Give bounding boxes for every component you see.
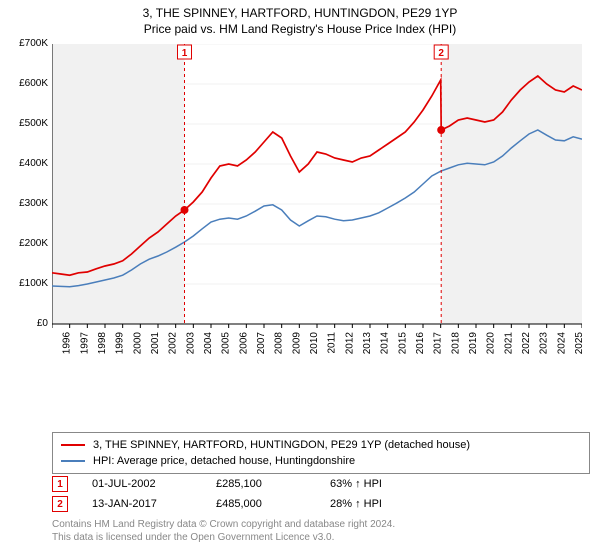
svg-text:2009: 2009 bbox=[291, 332, 302, 355]
svg-text:2006: 2006 bbox=[238, 332, 249, 355]
svg-text:2012: 2012 bbox=[344, 332, 355, 355]
svg-text:1: 1 bbox=[182, 48, 188, 59]
svg-text:2008: 2008 bbox=[274, 332, 285, 355]
svg-text:1997: 1997 bbox=[79, 332, 90, 355]
svg-text:1996: 1996 bbox=[62, 332, 73, 355]
title-subtitle: Price paid vs. HM Land Registry's House … bbox=[0, 22, 600, 36]
marker-badge: 2 bbox=[52, 496, 68, 512]
svg-text:2014: 2014 bbox=[380, 332, 391, 355]
svg-text:2010: 2010 bbox=[309, 332, 320, 355]
chart-title-block: 3, THE SPINNEY, HARTFORD, HUNTINGDON, PE… bbox=[0, 0, 600, 36]
marker-price: £285,100 bbox=[216, 478, 306, 490]
attribution-line2: This data is licensed under the Open Gov… bbox=[52, 531, 395, 544]
svg-text:2013: 2013 bbox=[362, 332, 373, 355]
legend-label: 3, THE SPINNEY, HARTFORD, HUNTINGDON, PE… bbox=[93, 437, 470, 453]
legend-label: HPI: Average price, detached house, Hunt… bbox=[93, 453, 355, 469]
svg-text:2003: 2003 bbox=[185, 332, 196, 355]
marker-delta: 63% ↑ HPI bbox=[330, 478, 382, 490]
marker-date: 13-JAN-2017 bbox=[92, 498, 192, 510]
svg-text:2001: 2001 bbox=[150, 332, 161, 355]
svg-text:2022: 2022 bbox=[521, 332, 532, 355]
marker-table: 1 01-JUL-2002 £285,100 63% ↑ HPI 2 13-JAN-201… bbox=[52, 474, 572, 514]
svg-text:2007: 2007 bbox=[256, 332, 267, 355]
svg-text:2020: 2020 bbox=[486, 332, 497, 355]
legend: 3, THE SPINNEY, HARTFORD, HUNTINGDON, PE… bbox=[52, 432, 590, 474]
svg-text:2: 2 bbox=[438, 48, 444, 59]
attribution: Contains HM Land Registry data © Crown c… bbox=[52, 518, 395, 544]
marker-row: 1 01-JUL-2002 £285,100 63% ↑ HPI bbox=[52, 474, 572, 494]
svg-text:2011: 2011 bbox=[327, 332, 338, 354]
y-axis-label: £400K bbox=[2, 158, 48, 169]
y-axis-label: £200K bbox=[2, 238, 48, 249]
svg-text:1999: 1999 bbox=[115, 332, 126, 355]
svg-text:2015: 2015 bbox=[397, 332, 408, 355]
y-axis-label: £500K bbox=[2, 118, 48, 129]
svg-text:2025: 2025 bbox=[574, 332, 582, 355]
svg-text:2019: 2019 bbox=[468, 332, 479, 355]
svg-text:2024: 2024 bbox=[556, 332, 567, 355]
svg-text:2023: 2023 bbox=[539, 332, 550, 355]
marker-badge: 1 bbox=[52, 476, 68, 492]
y-axis-label: £600K bbox=[2, 78, 48, 89]
legend-swatch bbox=[61, 444, 85, 446]
svg-text:2004: 2004 bbox=[203, 332, 214, 355]
svg-text:2021: 2021 bbox=[503, 332, 514, 355]
title-address: 3, THE SPINNEY, HARTFORD, HUNTINGDON, PE… bbox=[0, 6, 600, 20]
svg-text:2018: 2018 bbox=[450, 332, 461, 355]
svg-text:1995: 1995 bbox=[52, 332, 55, 355]
svg-text:2005: 2005 bbox=[221, 332, 232, 355]
svg-text:2002: 2002 bbox=[168, 332, 179, 355]
svg-text:2000: 2000 bbox=[132, 332, 143, 355]
legend-item: 3, THE SPINNEY, HARTFORD, HUNTINGDON, PE… bbox=[61, 437, 581, 453]
svg-text:1998: 1998 bbox=[97, 332, 108, 355]
svg-text:2016: 2016 bbox=[415, 332, 426, 355]
y-axis-label: £0 bbox=[2, 318, 48, 329]
marker-delta: 28% ↑ HPI bbox=[330, 498, 382, 510]
attribution-line1: Contains HM Land Registry data © Crown c… bbox=[52, 518, 395, 531]
marker-price: £485,000 bbox=[216, 498, 306, 510]
price-chart: 1995 1996 1997 1998 1999 2000 2001 2002 2003 2004… bbox=[52, 44, 582, 374]
y-axis-label: £700K bbox=[2, 38, 48, 49]
marker-row: 2 13-JAN-2017 £485,000 28% ↑ HPI bbox=[52, 494, 572, 514]
y-axis-label: £300K bbox=[2, 198, 48, 209]
svg-text:2017: 2017 bbox=[433, 332, 444, 355]
legend-item: HPI: Average price, detached house, Hunt… bbox=[61, 453, 581, 469]
legend-swatch bbox=[61, 460, 85, 462]
y-axis-label: £100K bbox=[2, 278, 48, 289]
marker-date: 01-JUL-2002 bbox=[92, 478, 192, 490]
